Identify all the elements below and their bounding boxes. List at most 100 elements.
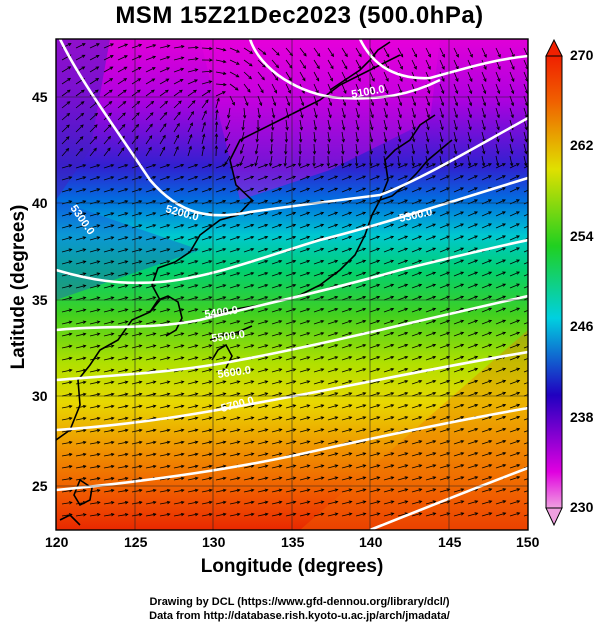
wind-arrow: [61, 417, 72, 421]
x-tick: 135: [281, 534, 305, 550]
wind-arrow: [411, 512, 422, 517]
wind-arrow-head: [124, 260, 129, 264]
wind-arrow-head: [250, 476, 255, 481]
wind-arrow: [327, 59, 334, 69]
wind-arrow-head: [425, 162, 429, 167]
wind-arrow: [313, 368, 324, 373]
wind-arrow: [467, 500, 478, 505]
wind-arrow-head: [236, 175, 241, 180]
wind-arrow-head: [222, 163, 227, 168]
wind-arrow-head: [124, 356, 129, 360]
wind-arrow-head: [412, 114, 416, 119]
wind-arrow: [425, 500, 436, 505]
wind-arrow: [453, 320, 464, 325]
wind-arrow: [355, 296, 366, 301]
wind-arrow: [257, 176, 268, 181]
wind-arrow: [187, 345, 198, 349]
wind-arrow: [509, 440, 520, 445]
wind-arrow-head: [427, 66, 431, 70]
wind-arrow-head: [264, 368, 269, 372]
wind-arrow: [257, 212, 268, 217]
wind-arrow-head: [152, 164, 157, 168]
wind-arrow-head: [110, 513, 115, 517]
wind-arrow-head: [376, 283, 381, 288]
wind-arrow: [103, 285, 114, 289]
wind-arrow: [411, 155, 414, 166]
wind-arrow-head: [312, 151, 317, 155]
wind-arrow: [271, 489, 282, 493]
wind-arrow: [341, 199, 352, 205]
wind-arrow: [256, 131, 259, 142]
wind-arrow: [453, 440, 464, 445]
y-tick: 30: [32, 388, 48, 404]
wind-arrow-head: [516, 187, 520, 191]
wind-arrow: [103, 441, 114, 445]
wind-arrow: [467, 368, 478, 373]
wind-arrow-head: [362, 211, 367, 215]
wind-arrow: [201, 320, 212, 325]
wind-arrow-head: [440, 102, 445, 107]
wind-arrow-head: [432, 283, 437, 287]
wind-arrow-head: [488, 307, 493, 311]
wind-arrow: [509, 500, 520, 505]
wind-arrow-head: [320, 404, 325, 408]
wind-arrow: [159, 489, 170, 493]
wind-arrow-head: [138, 296, 143, 300]
wind-arrow-head: [96, 513, 101, 517]
wind-arrow-head: [203, 110, 207, 114]
wind-arrow: [201, 513, 212, 517]
wind-arrow-head: [404, 271, 409, 275]
wind-arrow-head: [502, 259, 507, 263]
wind-arrow-head: [236, 452, 241, 456]
wind-arrow-head: [180, 380, 185, 384]
wind-arrow: [411, 356, 422, 361]
wind-arrow: [131, 477, 142, 481]
wind-arrow-head: [334, 380, 339, 384]
wind-arrow-head: [404, 187, 409, 191]
wind-arrow-head: [222, 260, 227, 264]
wind-arrow: [341, 296, 352, 301]
wind-arrow: [75, 224, 86, 229]
wind-arrow: [159, 429, 170, 433]
wind-arrow-head: [82, 380, 87, 385]
wind-arrow-head: [124, 55, 128, 59]
wind-arrow: [523, 261, 528, 265]
wind-arrow-head: [460, 211, 465, 215]
wind-arrow-head: [236, 368, 241, 372]
wind-arrow: [495, 271, 506, 277]
wind-arrow: [75, 333, 86, 337]
wind-arrow: [159, 200, 170, 205]
wind-arrow: [397, 199, 408, 205]
wind-arrow: [509, 211, 520, 217]
wind-arrow: [159, 272, 170, 277]
wind-arrow-head: [110, 188, 115, 192]
wind-arrow-head: [432, 211, 437, 215]
wind-arrow: [397, 59, 403, 70]
wind-arrow-head: [239, 150, 244, 155]
wind-arrow: [411, 163, 422, 169]
wind-arrow-head: [151, 78, 156, 82]
wind-arrow: [103, 297, 114, 301]
wind-arrow-head: [399, 53, 404, 58]
wind-arrow: [355, 47, 362, 57]
wind-arrow-head: [497, 66, 501, 71]
wind-arrow-head: [236, 260, 241, 264]
wind-arrow-head: [261, 76, 265, 81]
wind-arrow: [61, 357, 72, 361]
wind-arrow: [257, 489, 268, 493]
wind-arrow: [215, 260, 226, 265]
wind-arrow: [299, 368, 310, 373]
wind-arrow: [481, 416, 492, 421]
wind-arrow-head: [390, 223, 395, 227]
wind-arrow: [103, 333, 114, 337]
wind-arrow-head: [278, 296, 283, 300]
wind-arrow: [89, 224, 100, 229]
wind-arrow-head: [166, 344, 171, 348]
wind-arrow: [131, 417, 142, 421]
wind-arrow: [495, 95, 500, 106]
wind-arrow-head: [166, 224, 171, 228]
wind-arrow-head: [488, 367, 493, 372]
wind-arrow: [383, 308, 394, 313]
wind-arrow: [453, 488, 464, 493]
wind-arrow-head: [530, 296, 533, 299]
